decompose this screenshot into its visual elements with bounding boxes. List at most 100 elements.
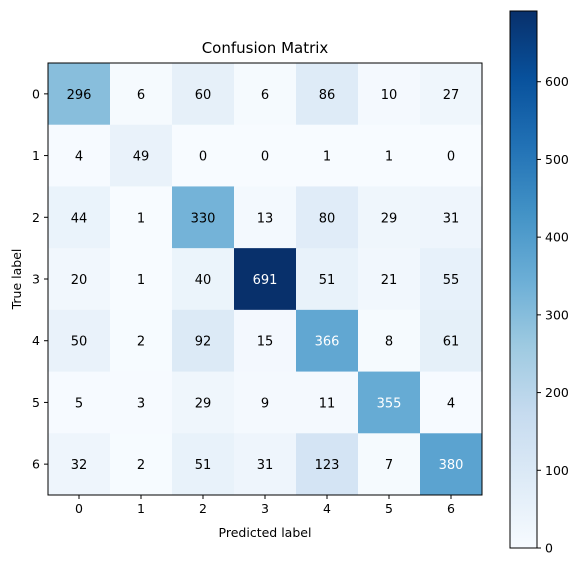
heatmap-cell <box>110 371 173 434</box>
cell-value-label: 7 <box>385 458 393 473</box>
heatmap-cell <box>296 248 359 311</box>
heatmap-cell <box>234 371 297 434</box>
heatmap-cell <box>110 433 173 496</box>
heatmap-cell <box>234 248 297 311</box>
heatmap-cell <box>234 433 297 496</box>
cell-value-label: 296 <box>67 88 92 103</box>
colorbar-tick-label: 400 <box>545 230 569 245</box>
cell-value-label: 13 <box>257 211 274 226</box>
heatmap-cell <box>420 371 483 434</box>
heatmap-cell <box>110 186 173 249</box>
cell-value-label: 9 <box>261 396 269 411</box>
heatmap-cell <box>172 186 235 249</box>
heatmap-cell <box>172 124 235 187</box>
x-axis-label: Predicted label <box>219 525 312 540</box>
heatmap-cell <box>358 124 421 187</box>
y-tick-label: 2 <box>32 210 40 225</box>
cell-value-label: 2 <box>137 458 145 473</box>
y-axis-ticks: 0 1 2 3 4 5 6 <box>32 86 48 472</box>
cell-value-label: 3 <box>137 396 145 411</box>
cell-value-label: 55 <box>443 273 460 288</box>
heatmap-cell <box>358 186 421 249</box>
cell-value-label: 2 <box>137 335 145 350</box>
heatmap-cell <box>48 433 111 496</box>
heatmap-cell <box>48 186 111 249</box>
y-tick-label: 6 <box>32 457 40 472</box>
heatmap-cell <box>172 371 235 434</box>
cell-value-label: 92 <box>195 335 212 350</box>
heatmap-cell <box>296 371 359 434</box>
heatmap-cell <box>110 124 173 187</box>
x-tick-label: 0 <box>75 501 83 516</box>
heatmap-cell <box>296 309 359 373</box>
cell-value-label: 691 <box>253 273 278 288</box>
heatmap-cell <box>420 124 483 187</box>
heatmap-cell <box>296 186 359 249</box>
heatmap-cell <box>110 248 173 311</box>
y-tick-label: 1 <box>32 148 40 163</box>
cell-value-label: 11 <box>319 396 336 411</box>
heatmap-cell <box>420 63 483 126</box>
heatmap-cell <box>110 63 173 126</box>
cell-value-label: 8 <box>385 335 393 350</box>
colorbar-ticks: 0 100 200 300 400 500 600 <box>537 74 569 556</box>
cell-value-label: 1 <box>137 273 145 288</box>
heatmap-cell <box>110 309 173 373</box>
cell-value-label: 21 <box>381 273 398 288</box>
cell-value-label: 0 <box>447 150 455 165</box>
heatmap-cell <box>48 124 111 187</box>
heatmap-cell <box>172 309 235 373</box>
cell-value-label: 32 <box>71 458 88 473</box>
cell-value-label: 51 <box>319 273 336 288</box>
heatmap-cell <box>48 309 111 373</box>
cell-value-label: 1 <box>385 150 393 165</box>
heatmap-cell <box>172 248 235 311</box>
colorbar-tick-label: 100 <box>545 463 569 478</box>
cell-value-label: 50 <box>71 335 88 350</box>
cell-value-label: 86 <box>319 88 336 103</box>
cell-value-label: 61 <box>443 335 460 350</box>
colorbar-tick-label: 500 <box>545 152 569 167</box>
heatmap-cell <box>358 309 421 373</box>
cell-value-label: 6 <box>137 88 145 103</box>
chart-title: Confusion Matrix <box>202 39 329 57</box>
heatmap-cell <box>48 63 111 126</box>
heatmap-cell <box>172 433 235 496</box>
cell-value-label: 366 <box>315 335 340 350</box>
cell-value-label: 0 <box>199 150 207 165</box>
heatmap-cell <box>420 309 483 373</box>
y-tick-label: 3 <box>32 272 40 287</box>
colorbar-tick-label: 300 <box>545 307 569 322</box>
cell-value-label: 355 <box>377 396 402 411</box>
cell-value-label: 40 <box>195 273 212 288</box>
heatmap-cell <box>296 124 359 187</box>
x-tick-label: 3 <box>261 501 269 516</box>
cell-value-label: 31 <box>443 211 460 226</box>
cell-value-label: 20 <box>71 273 88 288</box>
x-tick-label: 1 <box>137 501 145 516</box>
cell-value-label: 1 <box>137 211 145 226</box>
cell-value-label: 29 <box>381 211 398 226</box>
y-tick-label: 4 <box>32 333 40 348</box>
cell-value-label: 27 <box>443 88 460 103</box>
heatmap-cell <box>358 63 421 126</box>
cell-value-label: 123 <box>315 458 340 473</box>
colorbar-tick-label: 200 <box>545 385 569 400</box>
y-axis-label: True label <box>9 249 24 311</box>
cell-value-label: 330 <box>191 211 216 226</box>
heatmap-cell <box>234 124 297 187</box>
heatmap-cells <box>48 63 483 496</box>
heatmap-cell <box>358 248 421 311</box>
heatmap-cell <box>172 63 235 126</box>
heatmap-cell <box>420 186 483 249</box>
cell-value-label: 1 <box>323 150 331 165</box>
cell-value-label: 44 <box>71 211 88 226</box>
heatmap-cell <box>48 248 111 311</box>
cell-value-label: 380 <box>439 458 464 473</box>
x-tick-label: 6 <box>447 501 455 516</box>
cell-value-label: 5 <box>75 396 83 411</box>
cell-value-label: 0 <box>261 150 269 165</box>
heatmap-cell <box>358 433 421 496</box>
